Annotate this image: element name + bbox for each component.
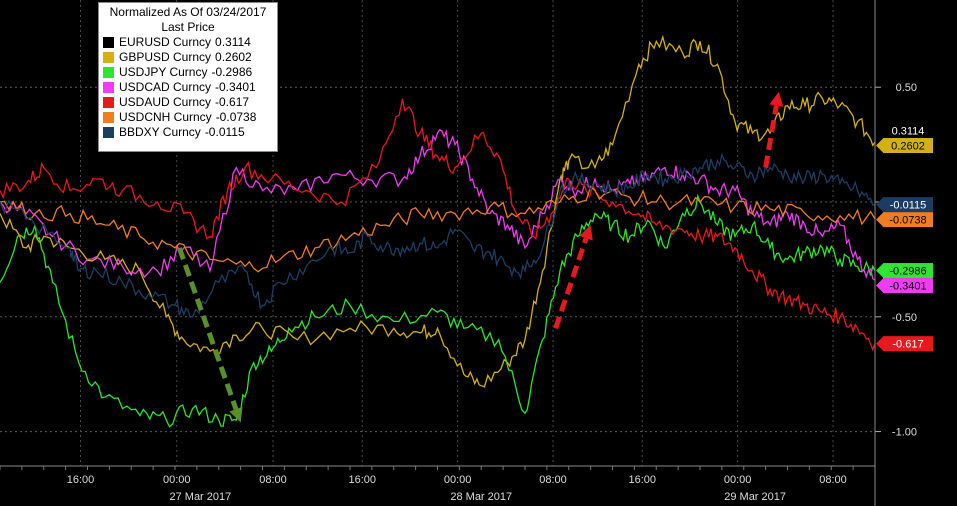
legend-swatch	[103, 97, 114, 108]
last-price-label-bg	[883, 197, 933, 213]
last-price-pointer	[876, 138, 883, 153]
last-price-label-bg	[883, 138, 933, 154]
last-price-label: -0.0115	[890, 200, 927, 212]
last-price-label-bg	[883, 278, 933, 294]
annotation-arrow-shaft	[553, 237, 589, 330]
x-tick-label: 08:00	[259, 474, 287, 486]
last-price-pointer	[876, 212, 883, 227]
legend-swatch	[103, 82, 114, 93]
annotations	[177, 91, 784, 423]
y-tick-label: -0.50	[892, 312, 917, 324]
x-date-label: 29 Mar 2017	[724, 491, 786, 503]
x-tick-label: 08:00	[819, 474, 847, 486]
last-price-pointer	[876, 263, 883, 278]
x-tick-label: 00:00	[163, 474, 191, 486]
legend-last-price: 0.2602	[215, 50, 252, 64]
legend-rows: EURUSD Curncy 0.3114 GBPUSD Curncy 0.2602 US…	[103, 35, 273, 140]
x-tick-label: 16:00	[67, 474, 95, 486]
last-price-label: -0.617	[892, 339, 923, 351]
last-price-pointer	[876, 278, 883, 293]
legend-series-name: USDCAD Curncy	[119, 80, 212, 94]
last-price-pointer	[876, 197, 883, 212]
last-price-label-bg	[883, 263, 933, 279]
series-line-bbdxy-curncy	[0, 152, 876, 318]
x-date-label: 28 Mar 2017	[450, 491, 512, 503]
legend-last-price: -0.3401	[215, 80, 256, 94]
last-price-label-bg	[883, 123, 933, 139]
last-price-label: -0.2986	[889, 266, 926, 278]
last-price-label: 0.2602	[891, 141, 925, 153]
y-tick-label: -1.00	[892, 427, 917, 439]
legend-last-price: -0.617	[215, 95, 250, 109]
legend-item: USDCNH Curncy -0.0738	[103, 110, 273, 125]
legend: Normalized As Of 03/24/2017 Last Price E…	[98, 2, 278, 152]
last-price-label: -0.0738	[889, 215, 926, 227]
annotation-arrow-shaft	[177, 247, 239, 411]
legend-swatch	[103, 67, 114, 78]
legend-series-name: USDJPY Curncy	[119, 65, 208, 79]
legend-last-price: 0.3114	[215, 35, 251, 49]
legend-item: USDJPY Curncy -0.2986	[103, 65, 273, 80]
x-tick-label: 08:00	[539, 474, 567, 486]
x-date-label: 27 Mar 2017	[169, 491, 231, 503]
legend-swatch	[103, 127, 114, 138]
legend-series-name: BBDXY Curncy	[119, 125, 201, 139]
series-line-usdcad-curncy	[0, 128, 876, 281]
x-tick-label: 16:00	[628, 474, 656, 486]
legend-item: USDCAD Curncy -0.3401	[103, 80, 273, 95]
annotation-arrow-head	[229, 406, 243, 423]
last-price-pointer	[876, 336, 883, 351]
legend-last-price: -0.2986	[211, 65, 253, 79]
last-price-label-bg	[883, 212, 933, 228]
annotation-arrow-head	[579, 224, 593, 241]
legend-item: BBDXY Curncy -0.0115	[103, 125, 273, 140]
x-tick-label: 00:00	[724, 474, 752, 486]
series-lines	[0, 34, 876, 428]
last-price-label: -0.3401	[889, 281, 926, 293]
last-price-pointer	[876, 123, 883, 138]
legend-series-name: USDCNH Curncy	[119, 110, 212, 124]
y-tick-label: 0.50	[896, 82, 917, 94]
legend-swatch	[103, 112, 114, 123]
x-tick-label: 16:00	[348, 474, 376, 486]
annotation-arrow-head	[769, 91, 784, 107]
legend-item: EURUSD Curncy 0.3114	[103, 35, 273, 50]
legend-series-name: GBPUSD Curncy	[119, 50, 212, 64]
legend-subtitle: Last Price	[161, 20, 215, 34]
legend-series-name: USDAUD Curncy	[119, 95, 212, 109]
legend-item: USDAUD Curncy -0.617	[103, 95, 273, 110]
legend-series-name: EURUSD Curncy	[119, 35, 212, 49]
annotation-arrow-shaft	[763, 105, 779, 169]
axes: 0.500.00-0.50-1.0016:0000:0008:0016:0000…	[0, 0, 933, 506]
x-tick-label: 00:00	[444, 474, 472, 486]
last-price-label: 0.3114	[892, 126, 925, 138]
series-line-usdaud-curncy	[0, 98, 876, 352]
series-line-gbpusd-curncy	[0, 34, 876, 388]
series-line-usdcnh-curncy	[0, 185, 876, 273]
legend-title: Normalized As Of 03/24/2017	[109, 5, 267, 19]
legend-item: GBPUSD Curncy 0.2602	[103, 50, 273, 65]
series-line-usdjpy-curncy	[0, 193, 876, 428]
legend-swatch	[103, 37, 114, 48]
legend-last-price: -0.0115	[204, 125, 245, 139]
legend-swatch	[103, 52, 114, 63]
last-price-label-bg	[883, 336, 933, 352]
legend-last-price: -0.0738	[215, 110, 257, 124]
